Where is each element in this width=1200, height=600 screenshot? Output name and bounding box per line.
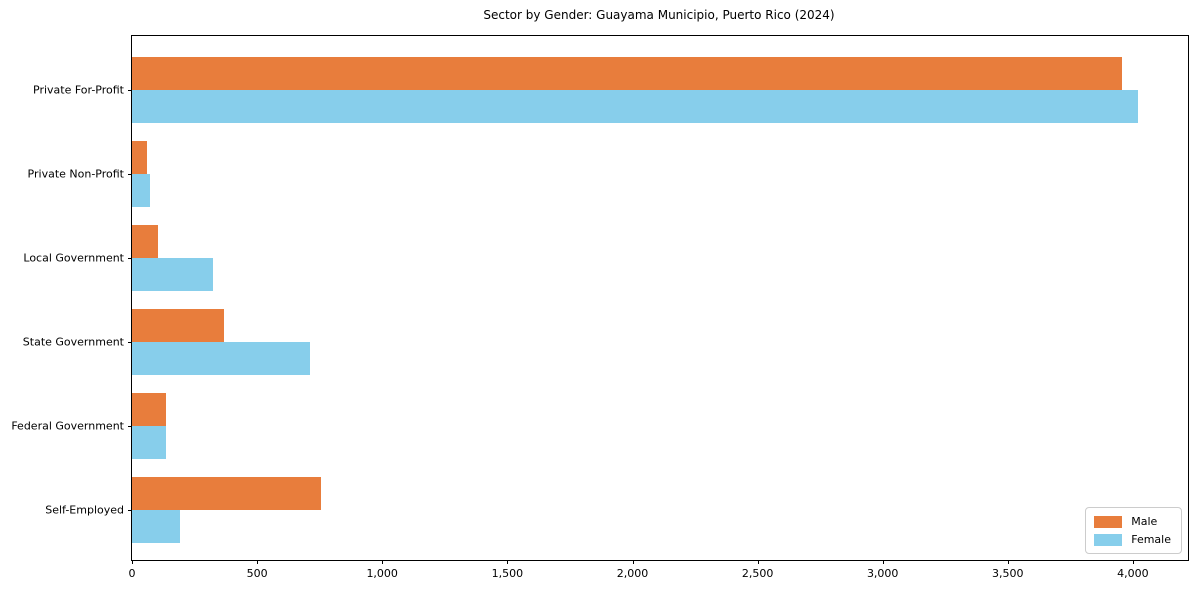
y-axis-category-label-local-government: Local Government <box>23 251 124 265</box>
x-tick-mark <box>257 560 259 564</box>
y-tick-mark <box>128 258 132 259</box>
y-axis-category-label-private-non-profit: Private Non-Profit <box>27 167 124 181</box>
x-tick-mark <box>757 560 759 564</box>
bar-male-local-government <box>132 225 159 258</box>
bar-male-federal-government <box>132 393 167 426</box>
bar-female-private-for-profit <box>132 90 1138 123</box>
legend-swatch-male <box>1094 515 1123 528</box>
x-tick-label-500: 500 <box>246 567 268 580</box>
x-tick-mark <box>507 560 509 564</box>
legend-row-female: Female <box>1094 533 1171 546</box>
legend-label-male: Male <box>1131 515 1158 528</box>
x-tick-label-2000: 2,000 <box>616 567 649 580</box>
plot-area: Private For-Profit Private Non-Profit Loca… <box>11 35 1189 580</box>
y-axis-category-label-self-employed: Self-Employed <box>45 503 124 517</box>
legend: Male Female <box>1085 507 1182 554</box>
y-tick-mark <box>128 174 132 175</box>
x-tick-mark <box>132 560 133 564</box>
bar-female-state-government <box>132 342 310 375</box>
x-tick-label-3000: 3,000 <box>866 567 899 580</box>
y-tick-mark <box>128 342 132 343</box>
x-tick-label-1500: 1,500 <box>491 567 524 580</box>
x-tick-mark <box>1132 560 1134 564</box>
legend-swatch-female <box>1094 533 1123 546</box>
bar-female-private-non-profit <box>132 174 150 207</box>
x-tick-mark <box>1007 560 1009 564</box>
x-tick-mark <box>632 560 634 564</box>
legend-row-male: Male <box>1094 515 1171 528</box>
x-tick-label-4000: 4,000 <box>1117 567 1149 580</box>
y-tick-mark <box>128 426 132 427</box>
x-tick-label-1000: 1,000 <box>366 567 398 580</box>
y-tick-mark <box>128 90 132 91</box>
y-axis-category-label-federal-government: Federal Government <box>11 419 124 433</box>
y-tick-mark <box>128 510 132 511</box>
bar-male-private-for-profit <box>132 57 1122 90</box>
x-tick-label-0: 0 <box>128 567 136 580</box>
y-axis-category-label-state-government: State Government <box>22 335 124 349</box>
bar-female-self-employed <box>132 510 181 543</box>
bar-male-private-non-profit <box>132 141 147 174</box>
y-axis-category-label-private-for-profit: Private For-Profit <box>33 83 124 97</box>
x-tick-mark <box>882 560 884 564</box>
chart-title: Sector by Gender: Guayama Municipio, Pue… <box>483 8 835 22</box>
x-tick-mark <box>382 560 384 564</box>
bar-female-local-government <box>132 258 214 291</box>
bar-male-state-government <box>132 309 224 342</box>
bar-female-federal-government <box>132 426 166 459</box>
x-tick-label-3500: 3,500 <box>992 567 1024 580</box>
bar-male-self-employed <box>132 477 321 510</box>
x-tick-label-2500: 2,500 <box>741 567 774 580</box>
legend-label-female: Female <box>1131 533 1171 546</box>
